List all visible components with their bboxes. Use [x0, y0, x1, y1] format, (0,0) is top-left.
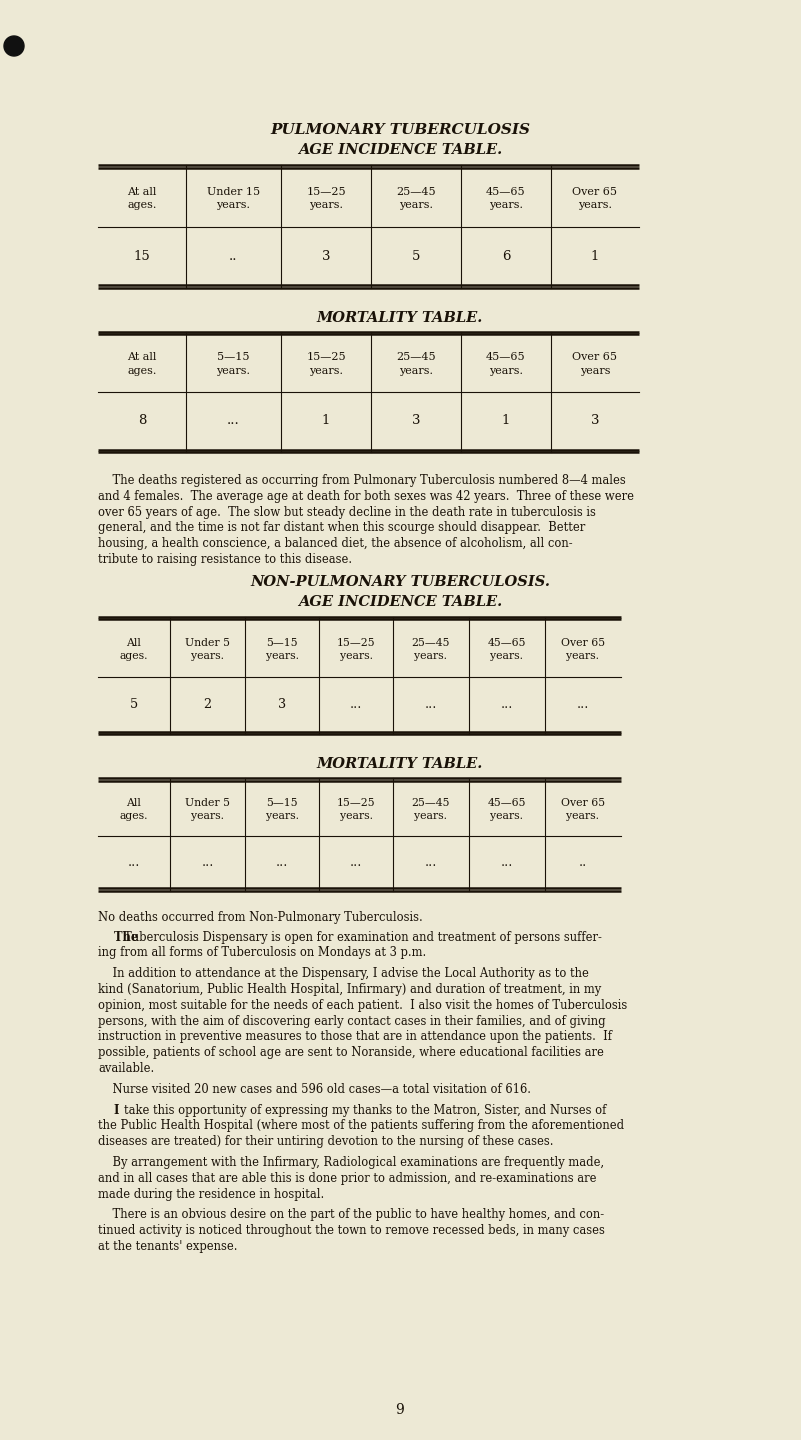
Text: and 4 females.  The average age at death for both sexes was 42 years.  Three of : and 4 females. The average age at death … — [98, 490, 634, 503]
Text: MORTALITY TABLE.: MORTALITY TABLE. — [317, 311, 483, 324]
Text: Under 5
years.: Under 5 years. — [185, 638, 230, 661]
Text: At all
ages.: At all ages. — [127, 353, 157, 376]
Text: AGE INCIDENCE TABLE.: AGE INCIDENCE TABLE. — [298, 143, 502, 157]
Text: 1: 1 — [322, 415, 330, 428]
Text: 15—25
years.: 15—25 years. — [306, 353, 346, 376]
Text: 25—45
years.: 25—45 years. — [396, 187, 436, 210]
Text: Under 15
years.: Under 15 years. — [207, 187, 260, 210]
Text: 25—45
years.: 25—45 years. — [396, 353, 436, 376]
Text: tinued activity is noticed throughout the town to remove recessed beds, in many : tinued activity is noticed throughout th… — [98, 1224, 605, 1237]
Text: ...: ... — [128, 855, 140, 868]
Text: over 65 years of age.  The slow but steady decline in the death rate in tubercul: over 65 years of age. The slow but stead… — [98, 505, 596, 518]
Text: Nurse visited 20 new cases and 596 old cases—a total visitation of 616.: Nurse visited 20 new cases and 596 old c… — [98, 1083, 531, 1096]
Text: 8: 8 — [138, 415, 147, 428]
Text: ...: ... — [501, 698, 513, 711]
Text: kind (Sanatorium, Public Health Hospital, Infirmary) and duration of treatment, : kind (Sanatorium, Public Health Hospital… — [98, 984, 602, 996]
Text: 5: 5 — [130, 698, 138, 711]
Text: 3: 3 — [322, 249, 330, 262]
Text: Over 65
years: Over 65 years — [573, 353, 618, 376]
Text: By arrangement with the Infirmary, Radiological examinations are frequently made: By arrangement with the Infirmary, Radio… — [98, 1156, 604, 1169]
Text: diseases are treated) for their untiring devotion to the nursing of these cases.: diseases are treated) for their untiring… — [98, 1135, 553, 1148]
Text: In addition to attendance at the Dispensary, I advise the Local Authority as to : In addition to attendance at the Dispens… — [98, 968, 589, 981]
Text: 45—65
years.: 45—65 years. — [488, 638, 526, 661]
Text: Over 65
years.: Over 65 years. — [573, 187, 618, 210]
Text: Over 65
years.: Over 65 years. — [561, 798, 605, 821]
Text: 25—45
years.: 25—45 years. — [412, 798, 450, 821]
Text: 3: 3 — [412, 415, 421, 428]
Text: made during the residence in hospital.: made during the residence in hospital. — [98, 1188, 324, 1201]
Text: PULMONARY TUBERCULOSIS: PULMONARY TUBERCULOSIS — [270, 122, 530, 137]
Text: All
ages.: All ages. — [120, 638, 148, 661]
Text: available.: available. — [98, 1061, 155, 1076]
Text: 45—65
years.: 45—65 years. — [486, 187, 525, 210]
Text: 15—25
years.: 15—25 years. — [336, 638, 376, 661]
Text: Tuberculosis Dispensary is open for examination and treatment of persons suffer-: Tuberculosis Dispensary is open for exam… — [124, 930, 602, 943]
Text: 3: 3 — [278, 698, 286, 711]
Text: ...: ... — [227, 415, 239, 428]
Text: Over 65
years.: Over 65 years. — [561, 638, 605, 661]
Text: possible, patients of school age are sent to Noranside, where educational facili: possible, patients of school age are sen… — [98, 1047, 604, 1060]
Text: 1: 1 — [501, 415, 510, 428]
Text: ..: .. — [229, 249, 238, 262]
Text: MORTALITY TABLE.: MORTALITY TABLE. — [317, 757, 483, 772]
Text: 6: 6 — [501, 249, 510, 262]
Text: ...: ... — [501, 855, 513, 868]
Text: 5: 5 — [412, 249, 421, 262]
Text: the Public Health Hospital (where most of the patients suffering from the aforem: the Public Health Hospital (where most o… — [98, 1119, 624, 1132]
Text: NON-PULMONARY TUBERCULOSIS.: NON-PULMONARY TUBERCULOSIS. — [250, 575, 550, 589]
Text: ing from all forms of Tuberculosis on Mondays at 3 p.m.: ing from all forms of Tuberculosis on Mo… — [98, 946, 426, 959]
Text: 5—15
years.: 5—15 years. — [216, 353, 251, 376]
Text: At all
ages.: At all ages. — [127, 187, 157, 210]
Text: All
ages.: All ages. — [120, 798, 148, 821]
Text: housing, a health conscience, a balanced diet, the absence of alcoholism, all co: housing, a health conscience, a balanced… — [98, 537, 573, 550]
Text: There is an obvious desire on the part of the public to have healthy homes, and : There is an obvious desire on the part o… — [98, 1208, 604, 1221]
Text: 45—65
years.: 45—65 years. — [486, 353, 525, 376]
Text: ...: ... — [276, 855, 288, 868]
Text: general, and the time is not far distant when this scourge should disappear.  Be: general, and the time is not far distant… — [98, 521, 586, 534]
Text: AGE INCIDENCE TABLE.: AGE INCIDENCE TABLE. — [298, 595, 502, 609]
Text: opinion, most suitable for the needs of each patient.  I also visit the homes of: opinion, most suitable for the needs of … — [98, 999, 627, 1012]
Text: ...: ... — [350, 698, 362, 711]
Text: tribute to raising resistance to this disease.: tribute to raising resistance to this di… — [98, 553, 352, 566]
Text: No deaths occurred from Non-Pulmonary Tuberculosis.: No deaths occurred from Non-Pulmonary Tu… — [98, 910, 423, 924]
Text: The: The — [98, 930, 143, 943]
Text: ...: ... — [201, 855, 214, 868]
Text: ...: ... — [425, 855, 437, 868]
Circle shape — [4, 36, 24, 56]
Text: ...: ... — [577, 698, 590, 711]
Text: 15—25
years.: 15—25 years. — [306, 187, 346, 210]
Text: 2: 2 — [203, 698, 211, 711]
Text: 5—15
years.: 5—15 years. — [265, 798, 299, 821]
Text: I: I — [98, 1103, 123, 1116]
Text: ...: ... — [425, 698, 437, 711]
Text: 3: 3 — [591, 415, 599, 428]
Text: 1: 1 — [591, 249, 599, 262]
Text: Under 5
years.: Under 5 years. — [185, 798, 230, 821]
Text: and in all cases that are able this is done prior to admission, and re-examinati: and in all cases that are able this is d… — [98, 1172, 597, 1185]
Text: 25—45
years.: 25—45 years. — [412, 638, 450, 661]
Text: 5—15
years.: 5—15 years. — [265, 638, 299, 661]
Text: take this opportunity of expressing my thanks to the Matron, Sister, and Nurses : take this opportunity of expressing my t… — [124, 1103, 606, 1116]
Text: persons, with the aim of discovering early contact cases in their families, and : persons, with the aim of discovering ear… — [98, 1015, 606, 1028]
Text: The deaths registered as occurring from Pulmonary Tuberculosis numbered 8—4 male: The deaths registered as occurring from … — [98, 474, 626, 487]
Text: ..: .. — [579, 855, 587, 868]
Text: instruction in preventive measures to those that are in attendance upon the pati: instruction in preventive measures to th… — [98, 1031, 612, 1044]
Text: 15: 15 — [134, 249, 151, 262]
Text: 45—65
years.: 45—65 years. — [488, 798, 526, 821]
Text: at the tenants' expense.: at the tenants' expense. — [98, 1240, 238, 1253]
Text: ...: ... — [350, 855, 362, 868]
Text: 15—25
years.: 15—25 years. — [336, 798, 376, 821]
Text: 9: 9 — [396, 1403, 405, 1417]
